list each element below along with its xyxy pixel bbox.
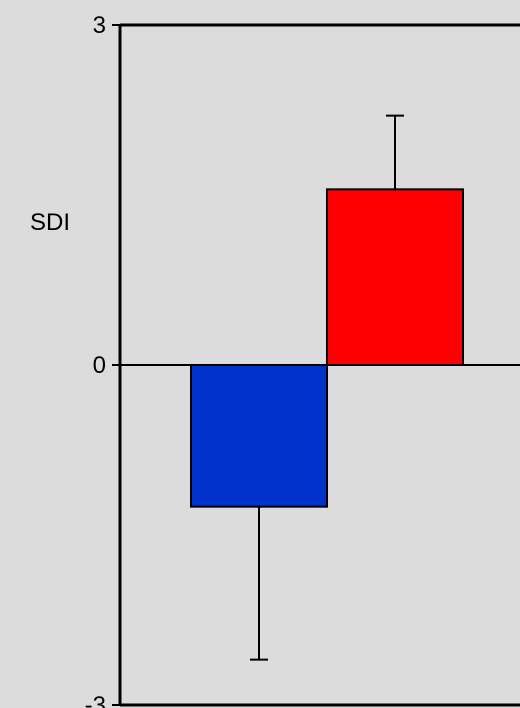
bar-1 xyxy=(190,364,328,508)
y-axis-label: SDI xyxy=(30,209,70,236)
y-ticks-layer: 3 0 -3 xyxy=(85,12,120,708)
y-tick-label-1: 3 xyxy=(93,12,106,39)
y-tick-label-3: -3 xyxy=(85,692,106,708)
axes-layer xyxy=(118,23,520,707)
error-bars-layer xyxy=(250,114,404,661)
bar-2 xyxy=(326,188,464,366)
y-tick-label-2: 0 xyxy=(93,352,106,379)
